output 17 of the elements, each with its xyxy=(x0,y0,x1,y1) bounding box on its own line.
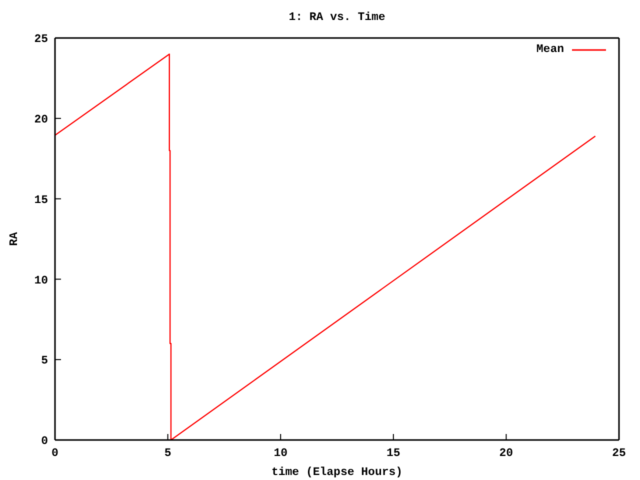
x-tick-label: 5 xyxy=(164,447,172,460)
y-tick-label: 20 xyxy=(34,113,48,126)
x-tick-label: 0 xyxy=(52,447,59,460)
y-axis-title: RA xyxy=(8,232,22,246)
legend-label: Mean xyxy=(536,43,564,56)
x-tick-label: 15 xyxy=(386,447,400,460)
line-series xyxy=(55,53,596,440)
y-tick-label: 0 xyxy=(41,435,48,448)
x-axis-title: time (Elapse Hours) xyxy=(271,466,403,479)
x-tick-label: 20 xyxy=(499,447,514,460)
chart-title: 1: RA vs. Time xyxy=(288,10,386,26)
y-tick-label: 5 xyxy=(41,354,48,368)
x-tick-label: 25 xyxy=(612,447,626,460)
x-tick-label: 10 xyxy=(274,447,288,460)
y-tick-label: 25 xyxy=(34,33,48,46)
y-tick-label: 10 xyxy=(34,274,48,288)
y-tick-label: 15 xyxy=(34,194,48,207)
